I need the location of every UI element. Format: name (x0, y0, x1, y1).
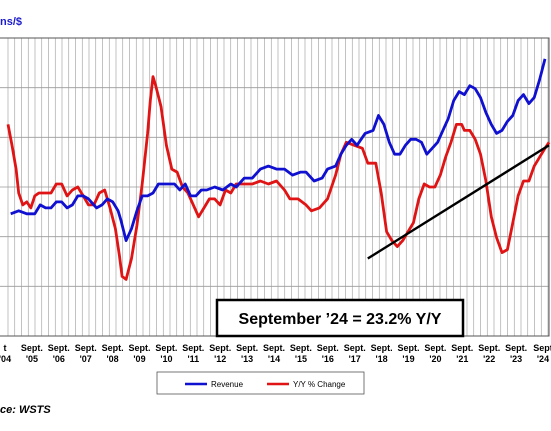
x-tick-label-top: Sept. (424, 343, 446, 353)
x-tick-label-top: Sept. (263, 343, 285, 353)
x-tick-label-top: Sept. (128, 343, 150, 353)
x-tick-label-year: '12 (214, 354, 226, 364)
x-tick-label-top: Sept. (182, 343, 204, 353)
x-tick-label-top: Sept. (102, 343, 124, 353)
x-tick-label-year: '17 (349, 354, 361, 364)
callout-text: September ’24 = 23.2% Y/Y (239, 311, 442, 328)
trend-line (367, 144, 550, 260)
x-tick-label-year: '16 (322, 354, 334, 364)
x-tick-label-top: Sept. (209, 343, 231, 353)
x-tick-label-year: '08 (107, 354, 119, 364)
x-tick-label-year: '05 (26, 354, 38, 364)
plot-grid (0, 37, 550, 337)
x-tick-label-top: Sept. (75, 343, 97, 353)
x-tick-label-top: Sept (533, 343, 551, 353)
x-tick-label-top: Sept. (478, 343, 500, 353)
callout-box: September ’24 = 23.2% Y/Y (215, 298, 465, 338)
x-tick-label-year: '13 (241, 354, 253, 364)
x-tick-label-top: t (4, 343, 7, 353)
x-tick-label-top: Sept. (397, 343, 419, 353)
x-tick-label-year: '15 (295, 354, 307, 364)
source-note: ce: WSTS (0, 404, 51, 416)
chart-title-fragment: g (188, 0, 197, 1)
x-tick-label-year: '20 (429, 354, 441, 364)
x-tick-label-year: '10 (160, 354, 172, 364)
x-tick-label-year: '19 (402, 354, 414, 364)
unit-label: ns/$ (0, 16, 22, 28)
legend-revenue-label: Revenue (211, 380, 244, 389)
x-tick-label-top: Sept. (290, 343, 312, 353)
x-tick-label-year: '23 (510, 354, 522, 364)
x-tick-label-top: Sept. (21, 343, 43, 353)
x-tick-label-year: '14 (268, 354, 280, 364)
revenue-series-line (10, 58, 547, 242)
x-axis-tick-labels: t'04Sept.'05Sept.'06Sept.'07Sept.'08Sept… (0, 343, 551, 364)
legend-yoy-label: Y/Y % Change (293, 380, 346, 389)
x-tick-label-year: '22 (483, 354, 495, 364)
yoy-change-series-line (6, 75, 551, 281)
x-tick-label-top: Sept. (344, 343, 366, 353)
x-tick-label-top: Sept. (155, 343, 177, 353)
x-tick-label-top: Sept. (505, 343, 527, 353)
x-tick-label-year: '09 (133, 354, 145, 364)
x-tick-label-top: Sept. (451, 343, 473, 353)
x-tick-label-year: '18 (376, 354, 388, 364)
x-tick-label-year: '06 (53, 354, 65, 364)
x-tick-label-year: '07 (80, 354, 92, 364)
x-tick-label-top: Sept. (317, 343, 339, 353)
x-tick-label-year: '11 (187, 354, 199, 364)
legend: Revenue Y/Y % Change (156, 371, 365, 395)
x-tick-label-year: '04 (0, 354, 11, 364)
x-tick-label-year: '24 (537, 354, 549, 364)
x-tick-label-top: Sept. (371, 343, 393, 353)
x-tick-label-top: Sept. (48, 343, 70, 353)
x-tick-label-year: '21 (456, 354, 468, 364)
x-tick-label-top: Sept. (236, 343, 258, 353)
